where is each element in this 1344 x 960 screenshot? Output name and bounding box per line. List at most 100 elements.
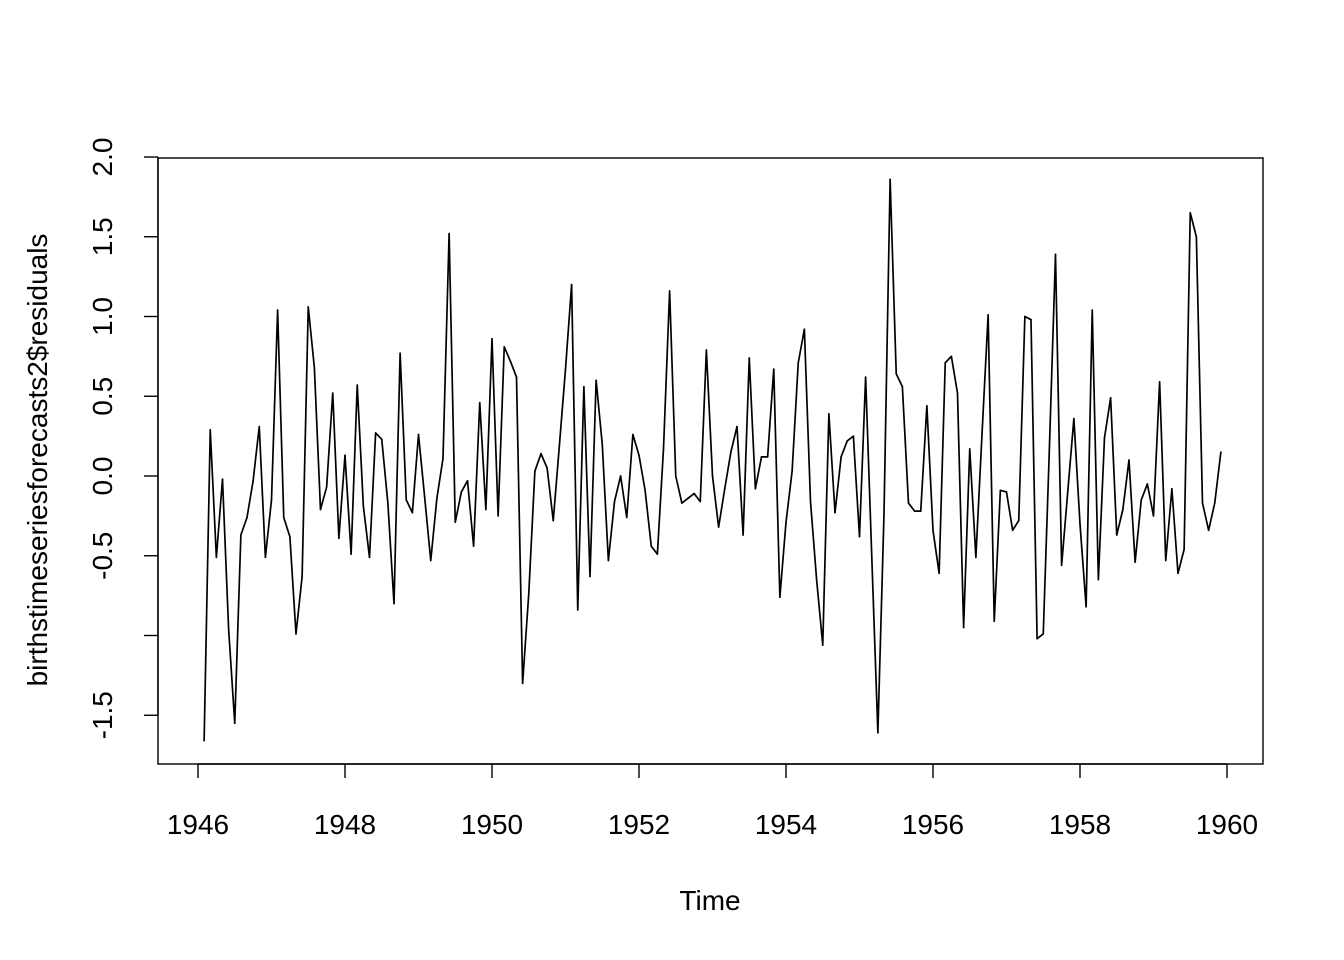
- data-point: [1017, 519, 1020, 522]
- data-point: [380, 438, 383, 441]
- data-point: [760, 456, 763, 458]
- y-tick-label: 0.0: [87, 457, 118, 496]
- data-point: [1091, 309, 1094, 311]
- data-point: [1189, 212, 1192, 214]
- y-tick-label: 0.5: [87, 377, 118, 416]
- data-point: [870, 554, 873, 557]
- data-point: [999, 489, 1002, 492]
- plot-box: [157, 157, 1264, 765]
- data-point: [717, 526, 720, 528]
- data-point: [723, 487, 726, 490]
- data-point: [534, 470, 536, 473]
- data-point: [546, 467, 548, 469]
- data-point: [601, 443, 604, 445]
- x-tick-label: 1952: [608, 809, 670, 840]
- data-point: [472, 545, 475, 547]
- y-tick-label: 2.0: [87, 138, 118, 177]
- data-point: [374, 432, 377, 434]
- x-axis-label: Time: [679, 885, 740, 916]
- data-point: [797, 361, 800, 364]
- data-point: [295, 633, 297, 635]
- data-point: [576, 609, 579, 611]
- data-point: [429, 559, 432, 562]
- residuals-series-line: [203, 178, 1222, 741]
- data-point: [227, 628, 230, 630]
- y-axis: -1.5 -0.5 0.0 0.5 1.0 1.5 2.0: [87, 138, 159, 739]
- data-point: [864, 376, 867, 378]
- x-tick-label: 1960: [1196, 809, 1258, 840]
- data-point: [858, 535, 861, 538]
- data-point: [1079, 523, 1081, 525]
- data-point: [368, 556, 371, 559]
- data-point: [319, 508, 322, 511]
- data-point: [852, 435, 855, 437]
- data-point: [1140, 499, 1143, 501]
- y-tick-label: -0.5: [87, 532, 118, 580]
- data-point: [240, 534, 242, 536]
- data-point: [748, 357, 751, 359]
- data-point: [270, 499, 273, 501]
- data-point: [540, 452, 542, 455]
- data-point: [1152, 515, 1155, 517]
- data-point: [454, 521, 457, 524]
- data-point: [742, 534, 744, 536]
- data-point: [393, 602, 395, 605]
- data-point: [448, 232, 450, 235]
- data-point: [754, 487, 757, 490]
- data-point: [203, 739, 205, 742]
- data-point: [987, 314, 989, 316]
- data-point: [638, 454, 640, 457]
- data-point: [1103, 436, 1106, 439]
- data-point: [1066, 491, 1069, 493]
- data-point: [766, 456, 769, 458]
- data-point: [932, 529, 934, 532]
- data-point: [589, 575, 591, 578]
- data-point: [301, 575, 303, 578]
- data-point: [809, 500, 812, 503]
- data-points: [203, 178, 1222, 742]
- data-point: [877, 732, 879, 734]
- data-point: [515, 376, 518, 378]
- data-point: [656, 553, 659, 555]
- data-point: [803, 328, 806, 331]
- data-point: [1213, 502, 1216, 504]
- data-point: [399, 352, 401, 354]
- data-point: [313, 366, 316, 369]
- data-point: [1060, 564, 1063, 567]
- data-point: [981, 433, 983, 436]
- data-point: [264, 556, 267, 559]
- data-point: [772, 368, 775, 370]
- data-point: [956, 392, 959, 394]
- data-point: [1109, 397, 1112, 399]
- data-point: [699, 500, 702, 503]
- data-point: [485, 508, 487, 511]
- data-point: [331, 392, 334, 394]
- data-point: [411, 511, 414, 514]
- x-axis: 1946 1948 1950 1952 1954 1956 1958 1960: [167, 763, 1258, 840]
- data-point: [1207, 529, 1210, 532]
- data-point: [1005, 491, 1008, 493]
- data-point: [423, 495, 426, 498]
- data-point: [901, 385, 904, 388]
- data-point: [687, 497, 689, 500]
- data-point: [1220, 451, 1222, 453]
- data-point: [282, 516, 285, 519]
- y-tick-label: 1.5: [87, 217, 118, 256]
- data-point: [1164, 559, 1167, 562]
- data-point: [1134, 561, 1136, 563]
- data-point: [736, 425, 738, 428]
- data-point: [1042, 633, 1045, 635]
- data-point: [1030, 318, 1032, 321]
- data-point: [619, 475, 622, 477]
- data-point: [1201, 502, 1204, 504]
- data-point: [1115, 534, 1118, 536]
- data-point: [338, 537, 340, 540]
- data-point: [632, 433, 634, 436]
- data-point: [1177, 572, 1179, 575]
- data-point: [889, 178, 891, 181]
- x-tick-label: 1954: [755, 809, 817, 840]
- data-point: [417, 433, 420, 436]
- data-point: [246, 516, 248, 519]
- x-tick-label: 1946: [167, 809, 229, 840]
- data-point: [307, 306, 310, 308]
